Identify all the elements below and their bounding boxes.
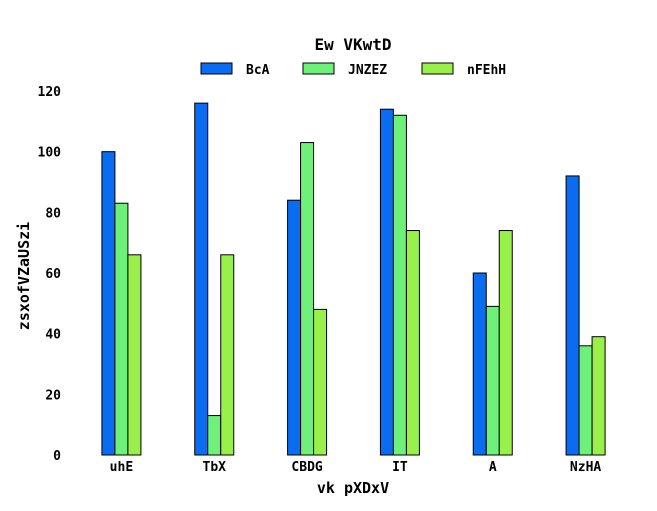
bars — [101, 102, 606, 456]
chart-title: Ew VKwtD — [314, 35, 391, 54]
y-tick-label: 80 — [45, 206, 61, 221]
bar-jnzez-a — [485, 305, 500, 456]
x-tick-label: CBDG — [291, 460, 322, 475]
legend: BcA JNZEZ nFEhH — [200, 62, 506, 78]
bar-bca-it — [379, 108, 394, 456]
bar-jnzez-uhe — [114, 202, 129, 456]
y-axis-ticks: 0 20 40 60 80 100 120 — [38, 85, 62, 464]
bar-bca-uhe — [101, 151, 116, 456]
y-tick-label: 100 — [38, 146, 62, 161]
legend-label: JNZEZ — [348, 63, 387, 78]
legend-swatch — [200, 62, 233, 75]
y-tick-label: 20 — [45, 388, 61, 403]
x-tick-label: NzHA — [570, 460, 601, 475]
bar-jnzez-it — [392, 114, 407, 456]
bar-nfehh-a — [498, 230, 513, 456]
x-tick-label: A — [489, 460, 497, 475]
x-axis-title: vk pXDxV — [317, 479, 389, 497]
y-tick-label: 0 — [53, 449, 61, 464]
legend-label: nFEhH — [467, 63, 506, 78]
y-tick-label: 120 — [38, 85, 62, 100]
bar-jnzez-cbdg — [300, 142, 315, 456]
bar-nfehh-it — [405, 230, 420, 456]
legend-swatch — [421, 62, 454, 75]
legend-swatch — [302, 62, 335, 75]
x-tick-label: IT — [392, 460, 408, 475]
y-tick-label: 40 — [45, 328, 61, 343]
bar-jnzez-tbx — [207, 415, 222, 456]
bar-bca-cbdg — [287, 199, 302, 456]
bar-nfehh-uhe — [127, 254, 142, 456]
y-axis-title: zsxofVZaUSzi — [15, 222, 33, 330]
bar-nfehh-cbdg — [313, 308, 328, 456]
x-axis-ticks: uhE TbX CBDG IT A NzHA — [110, 460, 602, 475]
x-tick-label: uhE — [110, 460, 133, 475]
bar-nfehh-tbx — [220, 254, 235, 456]
bar-bca-a — [472, 272, 487, 456]
bar-bca-nzha — [565, 175, 580, 456]
legend-label: BcA — [246, 63, 270, 78]
bar-bca-tbx — [194, 102, 209, 456]
bar-nfehh-nzha — [591, 336, 606, 456]
bar-jnzez-nzha — [578, 345, 593, 456]
x-tick-label: TbX — [203, 460, 227, 475]
y-tick-label: 60 — [45, 267, 61, 282]
